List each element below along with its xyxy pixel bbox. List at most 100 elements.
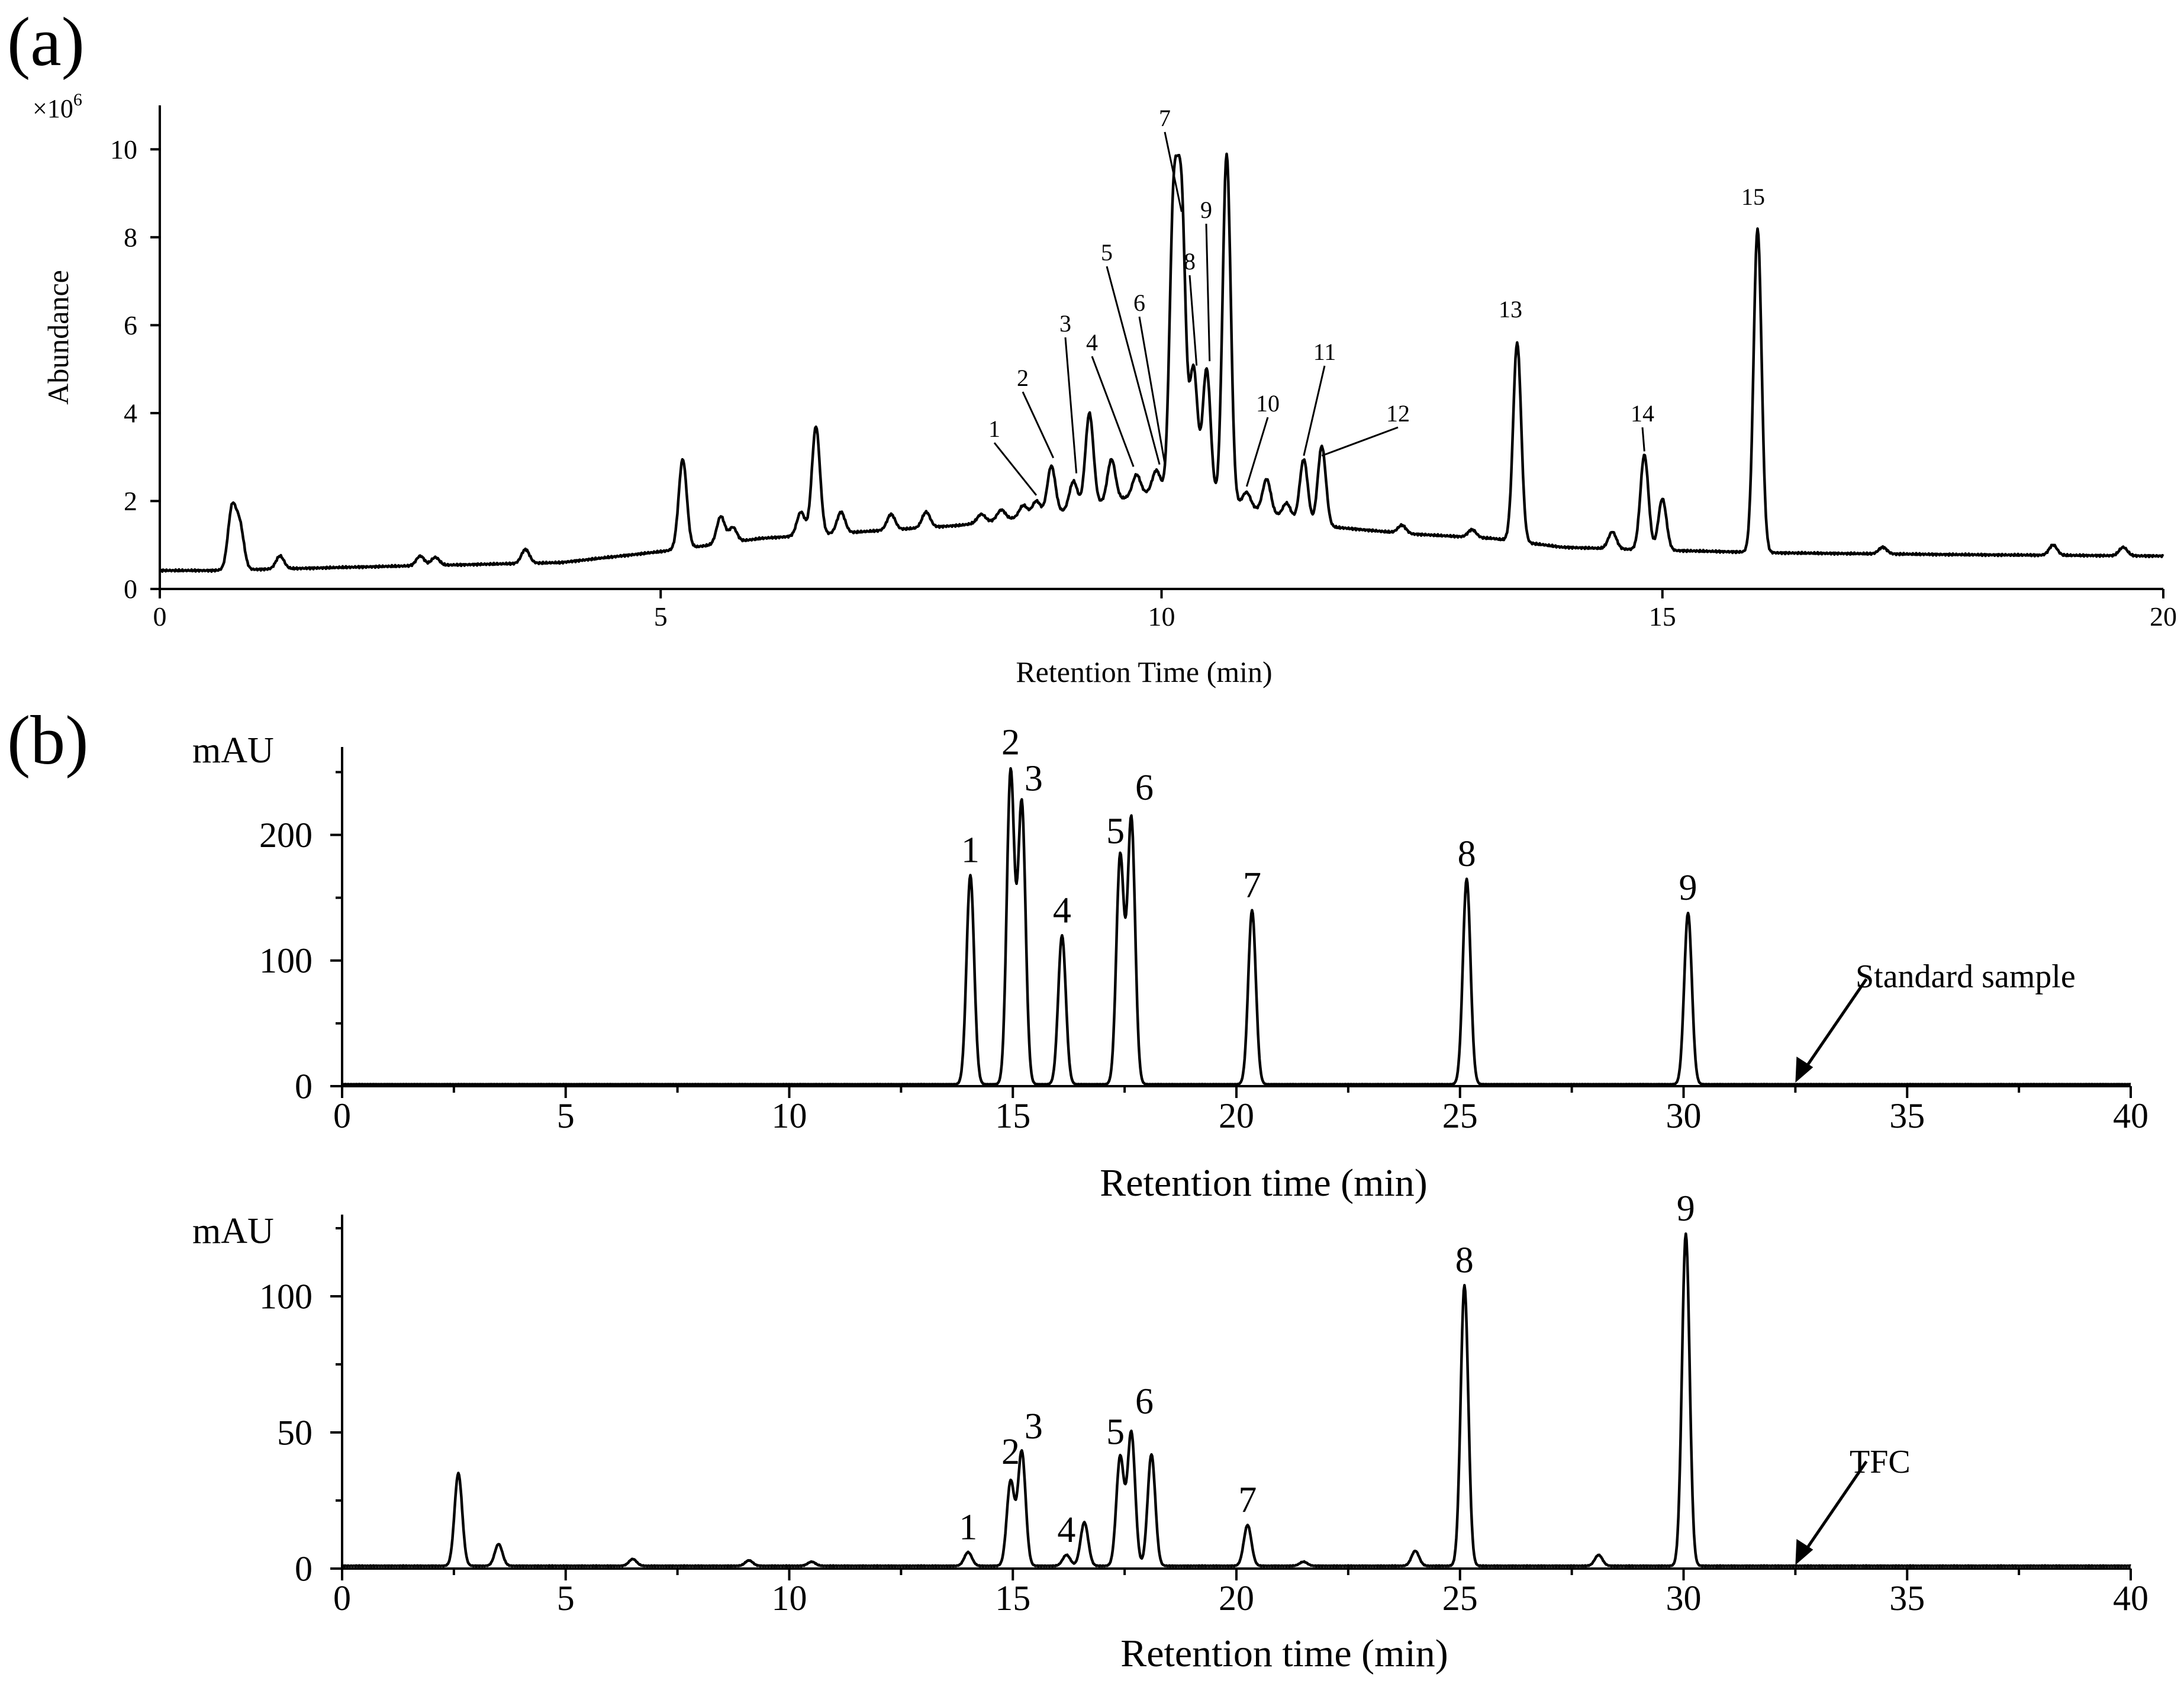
panel-a: (a) ×106 Abundance Retention Time (min) … [7,3,2177,688]
series-arrowhead [1795,1539,1813,1565]
x-tick-label: 5 [654,601,668,632]
panel-b-tfc: mAU Retention time (min) TFC 0 5 10 15 20 25 3… [192,1189,2148,1675]
x-tick-label: 20 [1219,1096,1254,1135]
peak-label: 13 [1499,296,1522,323]
x-tick-label: 25 [1442,1579,1478,1618]
peak-label: 9 [1677,1189,1695,1229]
x-tick-label: 40 [2113,1096,2148,1135]
x-tick-label: 20 [1219,1579,1254,1618]
y-axis-title: Abundance [41,270,75,405]
y-tick-label: 4 [124,398,137,429]
peak-leader-line [1205,223,1211,362]
panel-b-label: (b) [7,701,89,779]
peak-label: 3 [1059,310,1071,337]
peak-label: 5 [1106,812,1125,852]
peak-label: 6 [1133,289,1145,316]
peak-leader-line [1064,337,1078,474]
peak-leader-line [1164,131,1183,212]
peak-label: 6 [1135,1382,1154,1422]
peak-leader-line [993,442,1038,496]
x-axis-title: Retention time (min) [1100,1161,1428,1205]
peak-label: 7 [1159,105,1171,131]
peak-leader-line [1106,266,1161,465]
chromatogram-trace [342,1232,2131,1568]
x-tick-label: 0 [333,1579,351,1618]
y-multiplier: ×106 [33,90,82,123]
x-tick-label: 20 [2150,601,2177,632]
peak-leader-line [1321,426,1399,457]
peak-leader-line [1245,417,1269,487]
x-tick-label: 15 [995,1579,1030,1618]
peak-label: 4 [1057,1510,1075,1550]
series-arrow [1802,1460,1868,1554]
x-tick-label: 15 [995,1096,1030,1135]
peak-label: 8 [1455,1241,1474,1281]
y-tick-label: 6 [124,310,137,340]
peak-label: 3 [1025,1406,1043,1447]
x-tick-label: 40 [2113,1579,2148,1618]
y-tick-label: 100 [259,1277,313,1316]
x-tick-label: 0 [153,601,167,632]
peak-label: 9 [1200,197,1212,223]
peak-label: 4 [1053,890,1071,930]
peak-label: 2 [1001,722,1020,762]
peak-label: 14 [1631,400,1654,427]
panel-b-standard: (b) mAU Retention time (min) Standard sa… [7,701,2148,1205]
peak-label: 4 [1086,329,1098,356]
series-label: TFC [1850,1444,1911,1480]
x-axis-title: Retention Time (min) [1016,655,1272,688]
x-tick-label: 35 [1889,1579,1925,1618]
series-label: Standard sample [1856,958,2076,995]
y-tick-label: 2 [124,486,137,516]
x-tick-label: 10 [772,1579,807,1618]
y-axis-title: mAU [192,1211,274,1251]
peak-label: 3 [1025,759,1043,799]
peak-label: 1 [959,1507,977,1547]
peak-label: 8 [1184,248,1196,275]
x-tick-label: 5 [557,1579,575,1618]
panel-a-label: (a) [7,3,85,81]
y-tick-label: 100 [259,941,313,980]
peak-label: 9 [1679,868,1697,908]
x-tick-label: 30 [1666,1096,1702,1135]
peak-label: 7 [1243,865,1261,906]
peak-label: 1 [961,830,980,870]
peak-label: 15 [1741,183,1765,210]
x-axis-title: Retention time (min) [1120,1632,1448,1675]
x-tick-label: 10 [1148,601,1175,632]
y-multiplier-exponent: 6 [73,90,82,110]
peak-label: 11 [1313,339,1336,365]
peak-label: 7 [1238,1480,1257,1520]
peak-leader-line [1091,356,1135,467]
y-tick-label: 8 [124,222,137,252]
peak-label: 10 [1256,390,1280,417]
peak-label: 5 [1101,239,1113,266]
series-arrowhead [1795,1057,1813,1083]
peak-leader-line [1022,391,1055,459]
y-tick-label: 10 [110,134,137,165]
peak-label: 12 [1386,400,1410,427]
x-tick-label: 35 [1889,1096,1925,1135]
y-tick-label: 0 [124,574,137,604]
chromatogram-trace [159,152,2164,573]
peak-leader-line [1188,275,1198,366]
x-tick-label: 25 [1442,1096,1478,1135]
y-tick-label: 50 [277,1413,313,1452]
x-tick-label: 30 [1666,1579,1702,1618]
x-tick-label: 10 [772,1096,807,1135]
y-multiplier-base: ×10 [33,94,73,123]
chromatogram-trace [342,767,2131,1086]
peak-leader-line [1138,316,1166,463]
y-tick-label: 0 [295,1549,313,1588]
series-arrow [1802,978,1868,1072]
y-tick-label: 0 [295,1067,313,1106]
peak-label: 2 [1001,1432,1020,1472]
x-tick-label: 0 [333,1096,351,1135]
x-tick-label: 15 [1649,601,1676,632]
peak-label: 5 [1106,1412,1125,1452]
peak-label: 8 [1458,834,1476,874]
peak-label: 1 [988,416,1000,442]
peak-label: 2 [1017,365,1029,391]
y-axis-title: mAU [192,730,274,771]
